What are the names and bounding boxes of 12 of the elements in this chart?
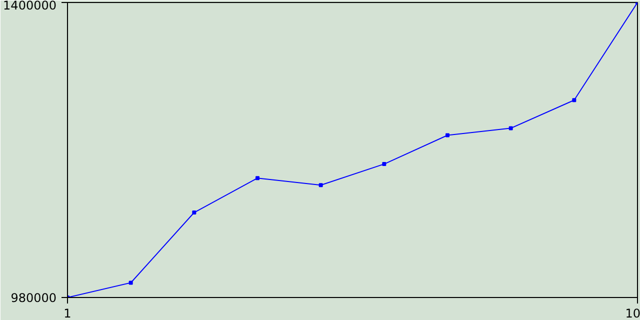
y-tick-label: 1400000 — [3, 0, 57, 12]
point — [446, 133, 450, 138]
point — [508, 126, 513, 130]
point — [572, 98, 576, 102]
x-tick-label: 1 — [64, 306, 72, 320]
point — [318, 183, 323, 188]
y-tick-label: 980000 — [10, 291, 57, 305]
x-tick-label: 10 — [625, 306, 640, 320]
point — [192, 210, 196, 215]
point — [128, 280, 133, 285]
point — [256, 176, 260, 180]
point — [382, 162, 386, 166]
